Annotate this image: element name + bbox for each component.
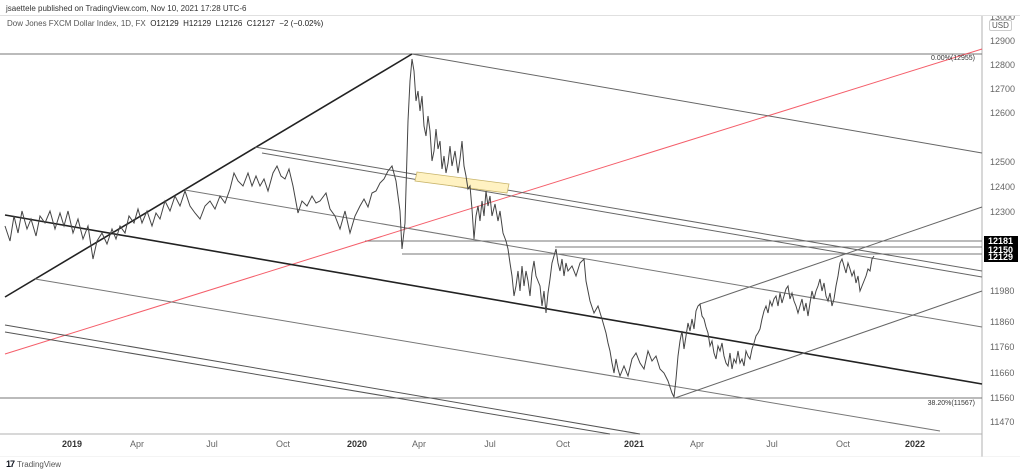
price-tag-label: 12181: [988, 236, 1013, 246]
fib-top-label: 0.00%(12955): [931, 55, 975, 62]
red-trendline[interactable]: [4, 48, 983, 355]
price-tick-label: 12600: [990, 108, 1015, 118]
price-tick-label: 11980: [990, 286, 1014, 296]
channel-line-4[interactable]: [34, 278, 941, 432]
time-tick-label: Jul: [206, 439, 218, 449]
price-tick-label: 12700: [990, 84, 1015, 94]
price-tick-label: 12400: [990, 182, 1015, 192]
channel-line-1[interactable]: [254, 146, 983, 272]
price-tick-label: 11470: [990, 417, 1014, 427]
tradingview-brand: TradingView: [17, 459, 62, 469]
time-tick-label: 2019: [62, 439, 82, 449]
time-tick-label: Apr: [412, 439, 426, 449]
price-tag-bg: [984, 252, 1018, 262]
rising-channel-lower[interactable]: [674, 290, 983, 399]
price-tag-label: 12150: [988, 245, 1013, 255]
price-tag-bg: [984, 245, 1018, 255]
price-tag-label: 12129: [988, 252, 1013, 262]
price-tag-bg: [984, 236, 1018, 246]
price-tick-label: 13000: [990, 16, 1015, 22]
time-tick-label: Apr: [130, 439, 144, 449]
channel-line-top[interactable]: [411, 53, 983, 154]
close-value: C12127: [246, 19, 275, 28]
time-tick-label: 2022: [905, 439, 925, 449]
time-tick-label: 2020: [347, 439, 367, 449]
price-series: [4, 58, 875, 399]
chart-frame[interactable]: 0.00%(12955) 38.20%(11567) 13000 12900 128…: [0, 15, 1020, 457]
change-value: −2 (−0.02%): [279, 19, 324, 28]
falling-trendline[interactable]: [4, 214, 983, 385]
price-tick-label: 11860: [990, 317, 1014, 327]
time-tick-label: Oct: [556, 439, 571, 449]
rising-channel-upper[interactable]: [699, 206, 983, 305]
price-axis[interactable]: 13000 12900 12800 12700 12600 12500 12400 12300…: [990, 16, 1015, 427]
time-tick-label: Oct: [276, 439, 291, 449]
open-value: O12129: [150, 19, 179, 28]
rising-trendline[interactable]: [4, 53, 413, 298]
price-tick-label: 11760: [990, 342, 1014, 352]
time-tick-label: Oct: [836, 439, 851, 449]
channel-line-2[interactable]: [261, 152, 983, 278]
tradingview-mark-icon: 17: [6, 459, 15, 469]
highlight-zone[interactable]: [414, 171, 510, 194]
time-tick-label: Jul: [484, 439, 496, 449]
time-tick-label: Jul: [766, 439, 778, 449]
tradingview-logo[interactable]: 17 TradingView: [6, 459, 61, 469]
fib-bottom-label: 38.20%(11567): [928, 400, 975, 407]
currency-badge[interactable]: USD: [989, 20, 1012, 31]
price-tick-label: 12300: [990, 207, 1015, 217]
chart-canvas[interactable]: 0.00%(12955) 38.20%(11567) 13000 12900 128…: [0, 16, 1020, 457]
time-tick-label: Apr: [690, 439, 704, 449]
channel-line-5[interactable]: [4, 324, 641, 435]
price-tick-label: 12900: [990, 36, 1015, 46]
channel-line-3[interactable]: [184, 189, 983, 328]
published-byline: jsaettele published on TradingView.com, …: [6, 4, 247, 13]
symbol-title: Dow Jones FXCM Dollar Index, 1D, FX: [7, 19, 146, 28]
price-tick-label: 11660: [990, 368, 1014, 378]
price-tick-label: 12800: [990, 60, 1015, 70]
time-axis[interactable]: 2019 Apr Jul Oct 2020 Apr Jul Oct 2021 Apr Jul Oct 2…: [62, 439, 925, 449]
low-value: L12126: [215, 19, 243, 28]
channel-line-6[interactable]: [4, 331, 611, 435]
chart-legend: Dow Jones FXCM Dollar Index, 1D, FX O121…: [4, 18, 327, 29]
price-tick-label: 11560: [990, 393, 1014, 403]
high-value: H12129: [183, 19, 212, 28]
time-tick-label: 2021: [624, 439, 644, 449]
price-tick-label: 12500: [990, 157, 1015, 167]
